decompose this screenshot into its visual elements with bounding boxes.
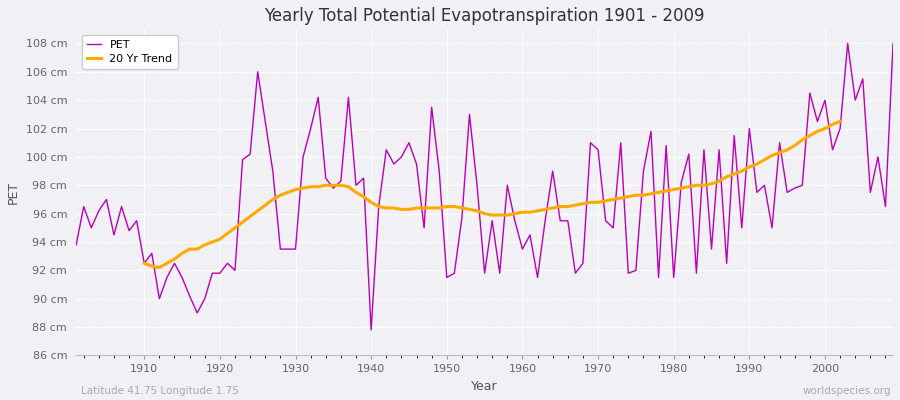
Legend: PET, 20 Yr Trend: PET, 20 Yr Trend (82, 35, 178, 70)
PET (365, 328, 376, 332)
Text: worldspecies.org: worldspecies.org (803, 386, 891, 396)
Line: 20 Yr Trend: 20 Yr Trend (144, 122, 840, 268)
PET (131, 218, 142, 223)
20 Yr Trend (154, 265, 165, 270)
X-axis label: Year: Year (472, 380, 498, 393)
PET (616, 140, 626, 145)
PET (842, 41, 853, 46)
PET (298, 154, 309, 159)
PET (887, 41, 898, 46)
Title: Yearly Total Potential Evapotranspiration 1901 - 2009: Yearly Total Potential Evapotranspiratio… (265, 7, 705, 25)
20 Yr Trend (834, 119, 845, 124)
20 Yr Trend (238, 220, 248, 224)
Line: PET: PET (76, 44, 893, 330)
PET (343, 95, 354, 100)
20 Yr Trend (260, 203, 271, 208)
20 Yr Trend (698, 183, 709, 188)
PET (517, 247, 527, 252)
Text: Latitude 41.75 Longitude 1.75: Latitude 41.75 Longitude 1.75 (81, 386, 239, 396)
Y-axis label: PET: PET (7, 181, 20, 204)
20 Yr Trend (139, 261, 149, 266)
20 Yr Trend (290, 187, 301, 192)
20 Yr Trend (494, 213, 505, 218)
PET (71, 242, 82, 247)
PET (525, 232, 535, 237)
20 Yr Trend (631, 193, 642, 198)
